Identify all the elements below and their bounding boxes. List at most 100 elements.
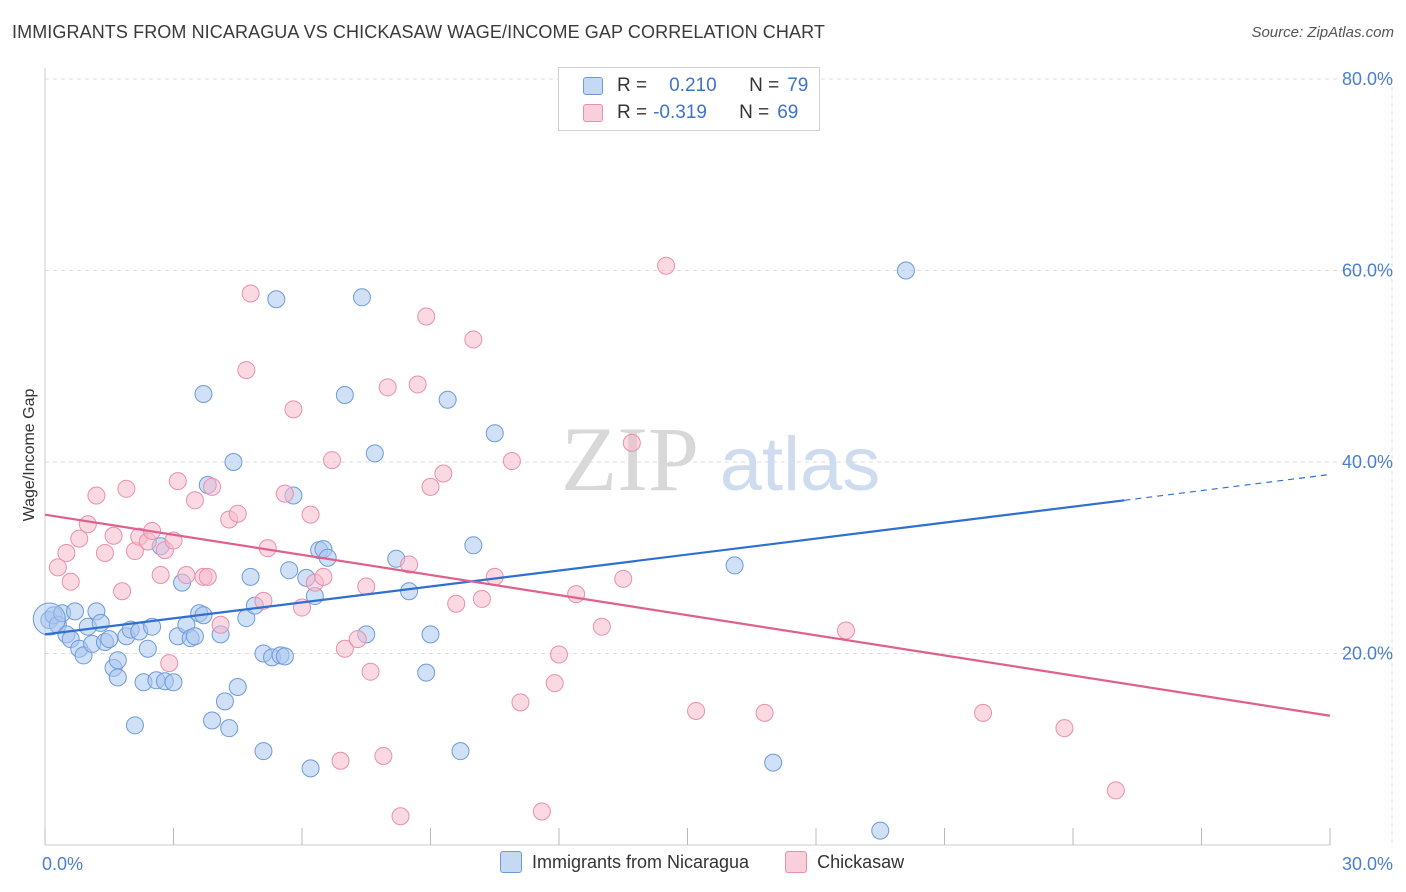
data-point <box>104 526 123 545</box>
data-point <box>472 589 491 608</box>
trend-line-nicaragua-extrapolated <box>1124 473 1331 501</box>
data-point <box>108 668 127 687</box>
data-point <box>65 602 84 621</box>
axes <box>44 68 1331 846</box>
legend-r-value: -0.319 <box>653 102 707 123</box>
data-point <box>550 645 568 664</box>
data-point <box>314 567 333 586</box>
data-point <box>95 543 114 562</box>
data-point <box>125 716 144 735</box>
data-point <box>301 505 320 524</box>
legend-label-nicaragua: Immigrants from Nicaragua <box>532 851 750 872</box>
data-point <box>185 491 204 510</box>
data-point <box>391 807 410 826</box>
data-point <box>215 692 234 711</box>
data-point <box>764 753 783 772</box>
legend-row-nicaragua: R = 0.210 N = 79 <box>583 73 808 99</box>
data-point <box>203 711 222 730</box>
data-point <box>241 284 260 303</box>
data-point <box>464 330 483 349</box>
data-point <box>417 307 436 326</box>
data-point <box>836 621 855 640</box>
data-point <box>322 451 341 470</box>
legend-label-chickasaw: Chickasaw <box>817 851 905 872</box>
legend-n-label: N = <box>739 102 770 123</box>
correlation-legend: R = 0.210 N = 79 R = -0.319 N = 69 <box>558 67 820 131</box>
data-point <box>532 802 551 821</box>
legend-r-label: R = <box>617 75 648 96</box>
source-label: Source: ZipAtlas.com <box>1251 24 1394 41</box>
data-point <box>113 582 132 601</box>
data-point <box>284 400 303 419</box>
data-point <box>237 361 256 380</box>
chart-title: IMMIGRANTS FROM NICARAGUA VS CHICKASAW W… <box>12 22 825 42</box>
data-point <box>725 556 744 575</box>
data-point <box>108 651 127 670</box>
data-point <box>434 464 453 483</box>
data-point <box>331 751 350 770</box>
data-point <box>220 719 239 738</box>
data-point <box>70 529 89 548</box>
data-point <box>87 486 106 505</box>
y-tick-label: 40.0% <box>1342 452 1393 472</box>
data-point <box>335 385 354 404</box>
data-point <box>374 746 393 765</box>
trend-line-nicaragua <box>44 499 1125 636</box>
data-point <box>511 693 530 712</box>
data-point <box>168 472 187 491</box>
legend-swatch-pink <box>583 104 603 122</box>
x-tick-label-min: 0.0% <box>42 854 83 874</box>
gridlines <box>45 78 1393 845</box>
data-point <box>687 701 706 720</box>
data-point <box>57 543 76 562</box>
data-point <box>254 591 273 610</box>
data-point <box>267 290 286 309</box>
data-point <box>100 630 119 649</box>
legend-n-label: N = <box>749 75 780 96</box>
data-point <box>567 585 586 604</box>
data-point <box>545 674 564 693</box>
points-immigrants-from-nicaragua <box>32 261 915 840</box>
data-point <box>1055 719 1074 738</box>
data-point <box>164 673 183 692</box>
watermark-atlas: atlas <box>720 422 881 507</box>
data-point <box>592 617 611 636</box>
data-point <box>400 555 419 574</box>
data-point <box>417 663 436 682</box>
data-point <box>228 504 247 523</box>
data-point <box>447 594 466 613</box>
legend-swatch-nicaragua <box>500 851 522 873</box>
data-point <box>755 703 774 722</box>
data-point <box>348 630 367 649</box>
data-point <box>151 565 170 584</box>
trend-lines <box>44 473 1331 717</box>
data-point <box>1106 781 1125 800</box>
watermark-zip: ZIP <box>561 408 699 510</box>
watermark: ZIP atlas <box>561 408 880 510</box>
data-point <box>464 536 483 555</box>
data-point <box>438 390 457 409</box>
data-point <box>408 375 427 394</box>
data-point <box>185 627 204 646</box>
data-point <box>378 378 397 397</box>
y-tick-label: 80.0% <box>1342 69 1393 89</box>
data-point <box>421 625 440 644</box>
data-point <box>117 479 136 498</box>
data-point <box>61 572 80 591</box>
data-point <box>224 453 243 471</box>
data-point <box>365 444 384 463</box>
data-point <box>871 821 890 840</box>
data-point <box>352 288 371 307</box>
data-point <box>280 561 299 580</box>
legend-r-value: 0.210 <box>669 75 717 96</box>
data-point <box>211 615 230 634</box>
legend-r-label: R = <box>617 102 648 123</box>
data-point <box>614 569 633 588</box>
legend-swatch-chickasaw <box>785 851 808 873</box>
data-point <box>177 565 196 584</box>
series-legend: Immigrants from Nicaragua Chickasaw <box>500 851 904 873</box>
data-point <box>198 567 217 586</box>
data-point <box>194 385 213 404</box>
data-point <box>896 261 915 280</box>
